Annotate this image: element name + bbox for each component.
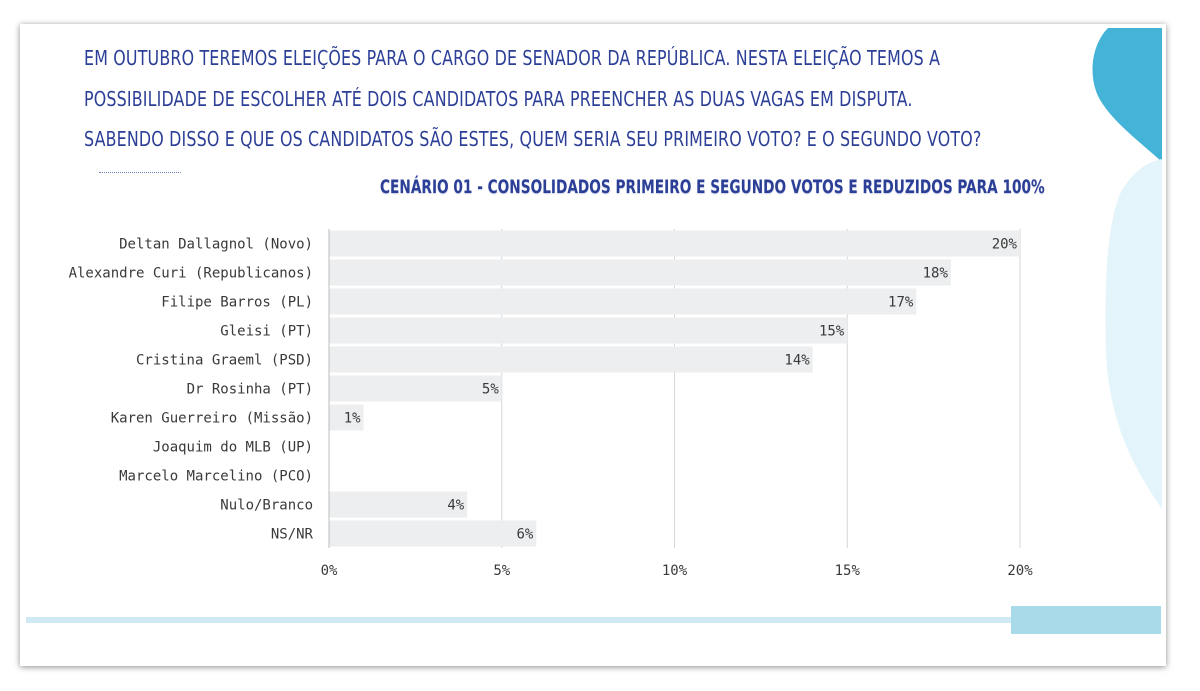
question-line-3: SABENDO DISSO E QUE OS CANDIDATOS SÃO ES… — [84, 127, 982, 151]
bottom-accent-bar — [26, 617, 1106, 623]
survey-question: EM OUTUBRO TEREMOS ELEIÇÕES PARA O CARGO… — [84, 38, 982, 160]
value-label: 15% — [819, 324, 845, 340]
value-label: 20% — [992, 237, 1018, 253]
x-tick-label: 15% — [835, 563, 861, 579]
category-label: Dr Rosinha (PT) — [187, 382, 313, 398]
question-line-1: EM OUTUBRO TEREMOS ELEIÇÕES PARA O CARGO… — [84, 46, 941, 70]
x-tick-label: 10% — [662, 563, 688, 579]
bottom-accent-block — [1011, 606, 1161, 634]
category-label: Nulo/Branco — [220, 498, 313, 514]
category-label: Cristina Graeml (PSD) — [136, 353, 313, 369]
bar — [329, 259, 951, 286]
category-label: Alexandre Curi (Republicanos) — [69, 266, 313, 282]
category-label: Joaquim do MLB (UP) — [153, 440, 313, 456]
value-label: 5% — [482, 382, 499, 398]
value-label: 4% — [447, 498, 464, 514]
value-label: 1% — [344, 411, 361, 427]
value-label: 14% — [784, 353, 810, 369]
category-label: Marcelo Marcelino (PCO) — [119, 469, 313, 485]
value-label: 17% — [888, 295, 914, 311]
category-label: Filipe Barros (PL) — [161, 295, 313, 311]
dotted-divider — [99, 172, 181, 173]
bar — [329, 491, 468, 518]
bar-chart: 0% 5% 10% 15% 20% Deltan Dallagnol (Novo) 20% A… — [69, 229, 1033, 579]
bar — [329, 230, 1020, 257]
category-label: Gleisi (PT) — [220, 324, 313, 340]
bar — [329, 346, 813, 373]
value-label: 18% — [923, 266, 949, 282]
bar — [329, 375, 502, 402]
x-tick-label: 5% — [493, 563, 510, 579]
question-line-2: POSSIBILIDADE DE ESCOLHER ATÉ DOIS CANDI… — [84, 86, 913, 111]
bar — [329, 404, 364, 431]
value-label: 6% — [516, 527, 533, 543]
slide: EM OUTUBRO TEREMOS ELEIÇÕES PARA O CARGO… — [20, 24, 1166, 666]
x-tick-label: 20% — [1007, 563, 1033, 579]
bar — [329, 317, 848, 344]
category-label: Deltan Dallagnol (Novo) — [119, 237, 313, 253]
bar — [329, 520, 537, 547]
bar — [329, 288, 917, 315]
category-label: Karen Guerreiro (Missão) — [111, 411, 313, 427]
chart-title: CENÁRIO 01 - CONSOLIDADOS PRIMEIRO E SEG… — [380, 176, 1045, 198]
x-tick-label: 0% — [321, 563, 338, 579]
category-label: NS/NR — [271, 527, 314, 543]
